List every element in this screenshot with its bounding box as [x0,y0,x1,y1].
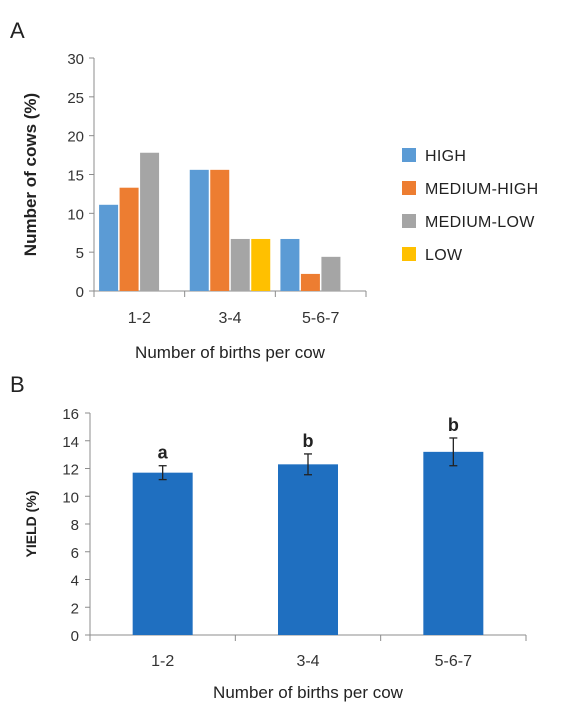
legend-swatch [402,181,416,195]
legend-label: MEDIUM-HIGH [425,181,539,198]
y-tick-label: 5 [76,245,84,262]
y-tick-label: 20 [67,129,84,146]
bar [278,464,338,635]
x-tick-label: 5-6-7 [435,653,472,670]
legend-label: MEDIUM-LOW [425,214,535,231]
bar [190,170,209,291]
legend-label: HIGH [425,148,466,165]
x-tick-label: 3-4 [296,653,319,670]
y-tick-label: 25 [67,90,84,107]
legend-swatch [402,214,416,228]
y-tick-label: 10 [67,206,84,223]
y-tick-label: 10 [62,489,79,506]
bar [231,239,250,291]
y-axis-title: YIELD (%) [23,491,39,558]
bar [321,257,340,291]
bar [210,170,229,291]
x-axis-title: Number of births per cow [213,683,404,702]
y-tick-label: 4 [71,573,79,590]
panel-b-letter: B [10,372,25,397]
legend-swatch [402,148,416,162]
x-tick-label: 1-2 [151,653,174,670]
bar [99,205,118,291]
bar [423,452,483,635]
y-tick-label: 6 [71,545,79,562]
bar [120,188,139,291]
y-tick-label: 0 [76,284,84,301]
bar [140,153,159,291]
legend-label: LOW [425,247,463,264]
y-tick-label: 30 [67,51,84,68]
y-tick-label: 2 [71,600,79,617]
y-axis-title: Number of cows (%) [21,93,40,256]
y-tick-label: 0 [71,628,79,645]
y-tick-label: 8 [71,517,79,534]
chart-a: 0 5 10 15 20 25 30 1-2 3-4 5-6-7 Number of births … [21,51,539,362]
bar [280,239,299,291]
y-tick-label: 15 [67,168,84,185]
chart-b: 0 2 4 6 8 10 12 14 16 a 1-2 b 3-4 b 5-6-7 Number of bir… [23,406,526,702]
legend-swatch [402,247,416,261]
significance-label: b [448,415,459,435]
x-tick-label: 5-6-7 [302,310,339,327]
bar [133,473,193,635]
y-tick-label: 12 [62,462,79,479]
x-tick-label: 3-4 [218,310,241,327]
bar [301,274,320,291]
bar [251,239,270,291]
panel-a-letter: A [10,18,25,43]
significance-label: b [303,431,314,451]
x-tick-label: 1-2 [128,310,151,327]
x-axis-title: Number of births per cow [135,343,326,362]
significance-label: a [158,443,169,463]
y-tick-label: 16 [62,406,79,423]
y-tick-label: 14 [62,434,79,451]
